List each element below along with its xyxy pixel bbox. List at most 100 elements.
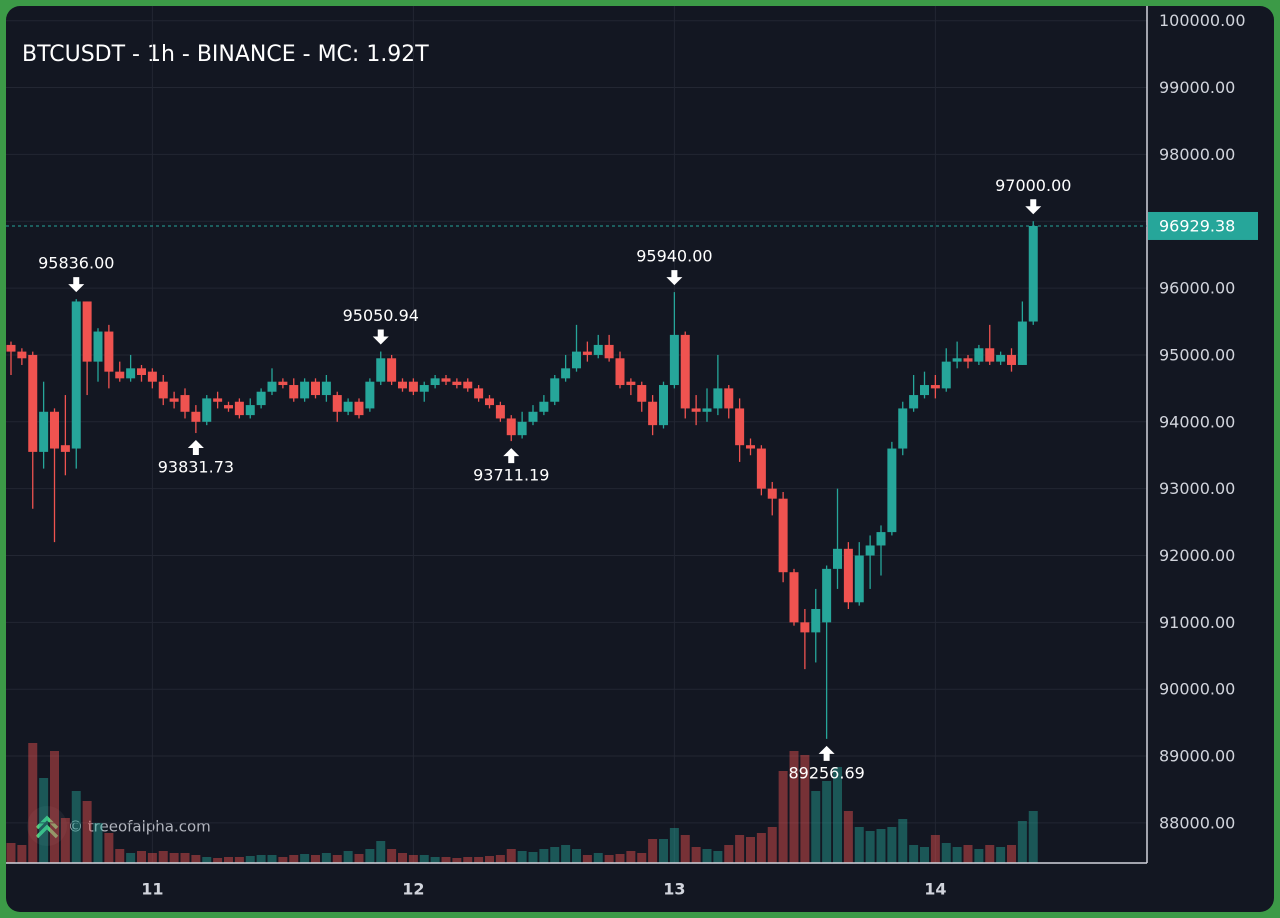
volume-bar	[147, 853, 157, 863]
candle-body	[952, 358, 962, 362]
volume-bar	[669, 828, 679, 863]
volume-bar	[224, 857, 233, 863]
candle-body	[833, 548, 842, 569]
volume-bar	[495, 855, 505, 863]
volume-bar	[930, 835, 940, 863]
volume-bar	[572, 849, 581, 863]
y-tick-label: 90000.00	[1159, 680, 1235, 699]
volume-bar	[71, 791, 81, 863]
annotations: 95836.00 93831.73 95050.94 93711.19 95940.00…	[38, 176, 1071, 783]
candle-body	[495, 405, 505, 419]
candle-body	[463, 381, 473, 389]
volume-bar	[974, 849, 984, 863]
volume-bar	[213, 858, 223, 863]
candle-body	[865, 545, 875, 556]
candle-body	[604, 344, 614, 359]
annotation-label: 97000.00	[995, 176, 1071, 195]
candle-body	[169, 398, 179, 402]
volume-bar	[82, 801, 92, 863]
arrow	[1025, 199, 1042, 215]
candle-body	[485, 398, 494, 406]
candle-body	[854, 555, 864, 603]
volume-bar	[724, 845, 734, 863]
volume-bar	[1017, 821, 1027, 863]
candle-body	[224, 405, 233, 409]
candle-body	[430, 378, 440, 386]
candle-body	[39, 411, 49, 452]
x-tick-label: 14	[924, 880, 946, 899]
volume-bar	[93, 823, 103, 863]
candle-body	[6, 344, 16, 352]
candles	[6, 221, 1038, 739]
volume-bar	[604, 855, 614, 863]
volume-bar	[245, 856, 255, 863]
volume-bar	[1028, 811, 1038, 863]
candle-body	[996, 354, 1006, 362]
volume-bar	[811, 791, 821, 863]
x-tick-label: 12	[402, 880, 424, 899]
volume-bar	[550, 847, 560, 863]
candle-body	[713, 388, 723, 409]
candle-body	[115, 371, 125, 379]
volume-bar	[365, 849, 375, 863]
volume-bar	[996, 847, 1006, 863]
volume-bar	[767, 827, 777, 863]
candle-body	[963, 358, 973, 362]
candle-body	[680, 334, 690, 409]
volume-bar	[126, 853, 136, 863]
annotation-label: 95836.00	[38, 254, 114, 273]
candle-body	[191, 411, 201, 422]
candle-body	[669, 334, 679, 386]
candle-body	[593, 344, 603, 355]
candle-body	[800, 622, 810, 633]
candle-body	[300, 381, 310, 399]
candle-body	[441, 378, 451, 382]
volume-bar	[169, 853, 179, 863]
candle-body	[539, 401, 549, 412]
volume-bar	[876, 829, 886, 863]
arrow	[666, 270, 683, 286]
candle-body	[909, 395, 919, 409]
volume-bar	[615, 854, 625, 863]
candle-body	[365, 381, 375, 409]
volume-bar	[115, 849, 125, 863]
volume-bar	[419, 855, 429, 863]
annotation-label: 95940.00	[636, 247, 712, 266]
volume-bar	[561, 845, 571, 863]
volume-bar	[887, 827, 897, 863]
candle-body	[343, 401, 353, 412]
volume-bar	[680, 835, 690, 863]
candle-body	[735, 408, 745, 446]
volume-bar	[267, 855, 277, 863]
volume-bar	[28, 743, 38, 863]
volume-bar	[789, 751, 799, 863]
candle-body	[387, 358, 397, 382]
y-tick-label: 99000.00	[1159, 78, 1235, 97]
axes: 88000.00 89000.00 90000.00 91000.00 92000.00…	[6, 6, 1258, 899]
candle-body	[158, 381, 168, 399]
candle-body	[550, 378, 560, 402]
volume-bar	[843, 811, 853, 863]
candle-body	[234, 401, 244, 416]
candle-body	[985, 348, 995, 362]
arrow	[372, 329, 389, 345]
candle-body	[213, 398, 223, 402]
candle-body	[1007, 354, 1016, 365]
chart-title: BTCUSDT - 1h - BINANCE - MC: 1.92T	[22, 42, 429, 67]
chart-frame: BTCUSDT - 1h - BINANCE - MC: 1.92T © tre…	[6, 6, 1274, 912]
volume-bar	[408, 855, 418, 863]
volume-bar	[17, 845, 27, 863]
y-tick-label: 89000.00	[1159, 747, 1235, 766]
volume-bar	[746, 837, 755, 863]
candle-body	[811, 608, 821, 633]
volume-bar	[343, 851, 353, 863]
volume-bar	[300, 854, 310, 863]
annotation-label: 93711.19	[473, 466, 549, 485]
candle-body	[28, 354, 38, 452]
candle-body	[974, 348, 984, 362]
candle-body	[746, 445, 755, 449]
volume-bar	[626, 851, 636, 863]
candle-body	[245, 405, 255, 416]
candle-body	[452, 381, 462, 386]
arrow	[818, 745, 835, 761]
